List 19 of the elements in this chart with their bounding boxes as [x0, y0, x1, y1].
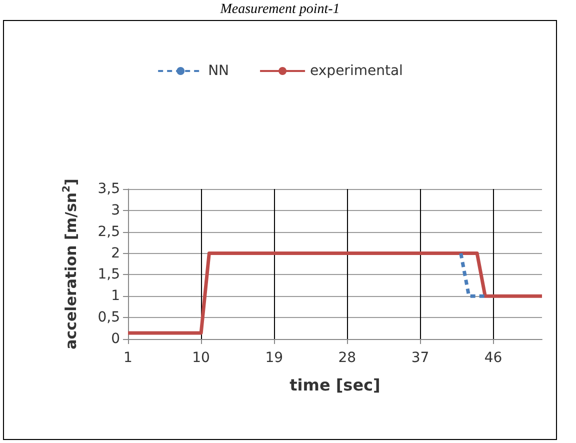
x-tick-label: 10	[192, 350, 210, 366]
y-axis-title: acceleration [m/sn2]	[62, 178, 80, 350]
y-tick-label: 3,5	[98, 181, 120, 197]
x-tick-label: 46	[484, 350, 502, 366]
y-tick-label: 0	[111, 331, 120, 347]
y-tick-label: 1,5	[98, 266, 120, 283]
y-tick-label: 2	[111, 245, 120, 262]
y-tick-label: 0,5	[98, 310, 120, 326]
chart-title: Measurement point-1	[219, 2, 341, 18]
x-tick-label: 37	[411, 350, 430, 366]
legend-label: experimental	[310, 63, 403, 79]
x-tick-label: 19	[265, 350, 284, 366]
x-axis-title: time [sec]	[290, 376, 380, 394]
y-tick-label: 2,5	[98, 224, 120, 240]
x-tick-label: 28	[338, 350, 356, 366]
x-tick-label: 1	[124, 350, 132, 366]
y-tick-label: 1	[111, 288, 120, 304]
legend-label: NN	[208, 63, 230, 79]
y-tick-label: 3	[111, 202, 120, 218]
